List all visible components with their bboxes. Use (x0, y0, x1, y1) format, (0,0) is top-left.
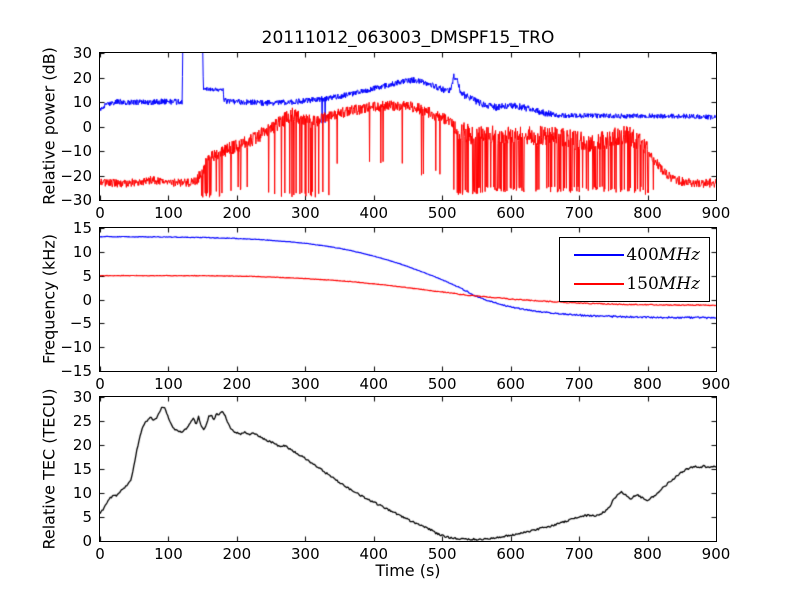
x-tick-label: 200 (222, 375, 252, 393)
tec-axes (99, 396, 717, 542)
y-tick-label: 30 (72, 44, 92, 62)
y-tick-label: 10 (72, 484, 92, 502)
y-tick-label: 0 (82, 532, 92, 550)
x-tick-label: 700 (564, 204, 594, 222)
x-tick-label: 700 (564, 545, 594, 563)
tec-plot-canvas (100, 397, 716, 541)
y-tick-label: −10 (60, 142, 92, 160)
legend-entry-400mhz: 400MHz (560, 245, 709, 265)
y-tick-label: 10 (72, 242, 92, 261)
x-tick-label: 300 (291, 545, 320, 563)
x-tick-label: 300 (291, 375, 320, 393)
x-tick-label: 600 (496, 375, 525, 393)
x-tick-label: 400 (359, 375, 389, 393)
x-tick-label: 600 (496, 204, 525, 222)
power-plot-canvas (100, 53, 716, 200)
x-tick-label: 800 (633, 375, 662, 393)
x-tick-label: 400 (359, 545, 389, 563)
x-tick-label: 700 (564, 375, 594, 393)
y-tick-label: 0 (82, 290, 92, 309)
x-tick-label: 500 (427, 375, 457, 393)
x-tick-label: 200 (222, 545, 252, 563)
y-tick-label: −5 (69, 314, 92, 333)
y-tick-label: −30 (60, 191, 92, 209)
legend-label-400mhz: 400MHz (626, 245, 700, 266)
legend-entry-150mhz: 150MHz (560, 274, 709, 294)
x-tick-label: 900 (701, 375, 731, 393)
x-tick-label: 0 (95, 545, 105, 563)
legend: 400MHz 150MHz (559, 237, 710, 302)
x-tick-label: 200 (222, 204, 252, 222)
plot-title: 20111012_063003_DMSPF15_TRO (261, 28, 555, 48)
y-tick-label: −20 (60, 166, 92, 185)
x-tick-label: 800 (633, 545, 662, 563)
y-tick-label: 5 (82, 266, 92, 285)
legend-label-150mhz: 150MHz (626, 273, 700, 294)
x-tick-label: 100 (154, 545, 183, 563)
y-tick-label: 10 (72, 93, 92, 111)
x-tick-label: 0 (95, 375, 105, 393)
time-x-axis-label: Time (s) (375, 561, 441, 580)
x-tick-label: 800 (633, 204, 662, 222)
x-tick-label: 400 (359, 204, 389, 222)
power-axes (99, 52, 717, 201)
y-tick-label: 20 (72, 436, 92, 454)
y-tick-label: 0 (82, 117, 92, 136)
y-tick-label: 15 (72, 460, 92, 478)
legend-line-sample-150mhz (574, 282, 624, 285)
y-tick-label: 15 (72, 219, 92, 237)
x-tick-label: 600 (496, 545, 525, 563)
x-tick-label: 500 (427, 204, 457, 222)
x-tick-label: 100 (154, 204, 183, 222)
x-tick-label: 900 (701, 204, 731, 222)
y-tick-label: 20 (72, 68, 92, 87)
y-tick-label: 5 (82, 508, 92, 526)
legend-line-sample-400mhz (574, 254, 624, 257)
x-tick-label: 300 (291, 204, 320, 222)
y-tick-label: 25 (72, 412, 92, 430)
x-tick-label: 500 (427, 545, 457, 563)
x-tick-label: 100 (154, 375, 183, 393)
y-tick-label: −10 (60, 338, 92, 357)
x-tick-label: 0 (95, 204, 105, 222)
y-tick-label: −15 (60, 362, 92, 380)
x-tick-label: 900 (701, 545, 731, 563)
y-tick-label: 30 (72, 388, 92, 406)
